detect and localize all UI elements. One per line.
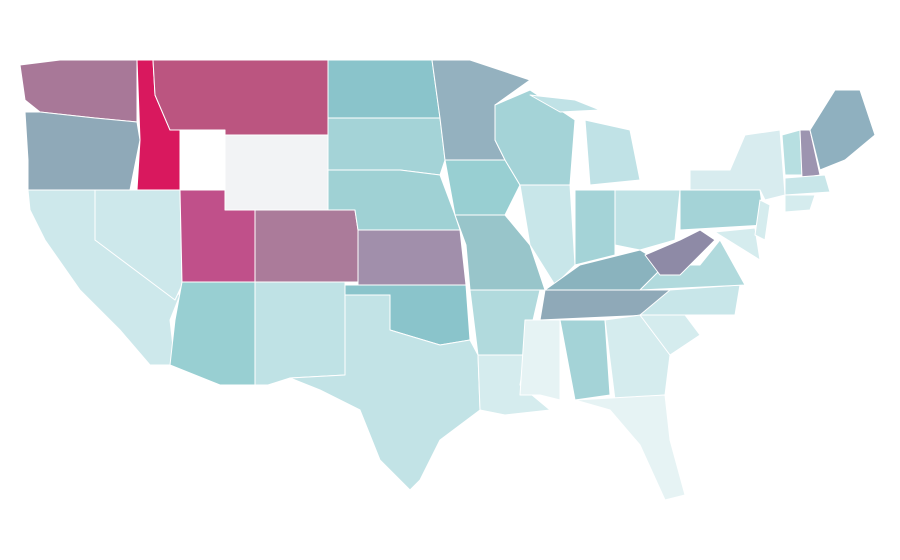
region (24, 111, 141, 191)
region (714, 227, 761, 261)
region (224, 134, 329, 211)
region (781, 129, 803, 176)
region (574, 394, 686, 501)
region (254, 281, 346, 386)
region (254, 209, 359, 283)
region (639, 284, 741, 316)
region (444, 159, 521, 216)
region (644, 229, 716, 276)
region (327, 117, 446, 176)
region (809, 89, 876, 171)
region (529, 94, 601, 113)
region (584, 119, 641, 186)
region (559, 319, 611, 401)
region (152, 59, 329, 136)
region (169, 281, 256, 386)
region (519, 319, 561, 401)
region (604, 314, 671, 401)
region (327, 59, 441, 119)
region (519, 184, 576, 286)
region (357, 229, 467, 286)
region (754, 199, 771, 241)
region (574, 189, 616, 266)
region (784, 174, 831, 196)
region (679, 189, 766, 231)
region (289, 294, 481, 491)
region (784, 194, 816, 213)
region (614, 189, 681, 251)
